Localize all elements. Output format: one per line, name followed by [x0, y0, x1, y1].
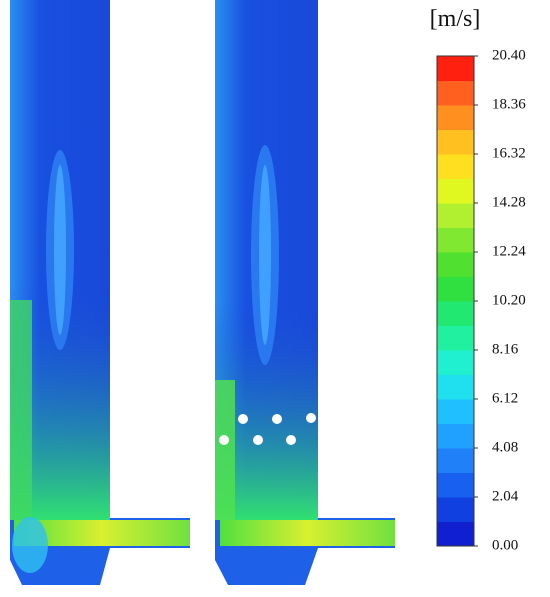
colorbar-band	[437, 227, 474, 253]
tick-label: 0.00	[492, 537, 518, 553]
colorbar-band	[437, 301, 474, 326]
colorbar-band	[437, 472, 474, 498]
colorbar-band	[437, 521, 474, 547]
tick-label: 18.36	[492, 96, 526, 112]
tick-label: 2.04	[492, 488, 519, 504]
colorbar-band	[437, 325, 474, 351]
colorbar-band	[437, 154, 474, 179]
colorbar-band	[437, 80, 474, 106]
colorbar-band	[437, 129, 474, 155]
colorbar-band	[437, 448, 474, 473]
tick-label: 12.24	[492, 243, 526, 259]
colorbar-band	[437, 350, 474, 375]
colorbar-band	[437, 423, 474, 449]
colorbar-unit: [m/s]	[430, 6, 481, 32]
tick-label: 16.32	[492, 145, 526, 161]
colorbar-band	[437, 374, 474, 400]
colorbar-band	[437, 252, 474, 277]
tick-label: 20.40	[492, 47, 526, 63]
tick-label: 10.20	[492, 292, 526, 308]
colorbar-band	[437, 497, 474, 522]
colorbar-band	[437, 276, 474, 302]
colorbar-band	[437, 56, 474, 81]
tick-label: 6.12	[492, 390, 518, 406]
colorbar-band	[437, 178, 474, 204]
colorbar-band	[437, 203, 474, 228]
colorbar-band	[437, 105, 474, 130]
contour-left	[10, 0, 190, 585]
contour-right	[215, 0, 395, 585]
colorbar-band	[437, 399, 474, 424]
tick-label: 8.16	[492, 341, 519, 357]
tick-label: 4.08	[492, 439, 518, 455]
tick-label: 14.28	[492, 194, 526, 210]
